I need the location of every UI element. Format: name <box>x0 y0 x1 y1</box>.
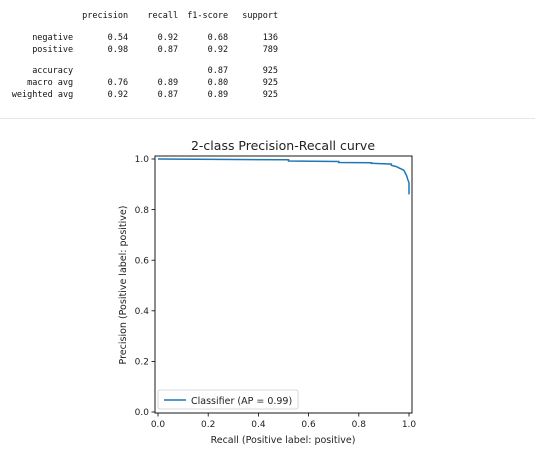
y-tick-label: 1.0 <box>135 155 150 165</box>
report-row-label-macro-avg: macro avg <box>27 78 74 88</box>
report-cell-accuracy-support: 925 <box>262 66 279 76</box>
x-tick-label: 1.0 <box>402 420 417 430</box>
x-tick-label: 0.6 <box>301 420 316 430</box>
report-cell-positive-precision: 0.98 <box>107 45 129 55</box>
x-tick-label: 0.2 <box>201 420 215 430</box>
report-cell-negative-precision: 0.54 <box>107 33 129 43</box>
report-row-label-negative: negative <box>32 33 74 43</box>
report-cell-weighted-avg-recall: 0.87 <box>157 90 179 100</box>
y-axis-label: Precision (Positive label: positive) <box>118 206 129 365</box>
report-cell-weighted-avg-support: 925 <box>262 90 279 100</box>
report-cell-accuracy-f1: 0.87 <box>207 66 229 76</box>
report-row-label-accuracy: accuracy <box>32 66 74 76</box>
report-cell-negative-support: 136 <box>262 33 279 43</box>
series-line-classifier <box>157 158 410 195</box>
x-tick-label: 0.0 <box>151 420 166 430</box>
report-header-f1-score: f1-score <box>187 11 229 21</box>
y-tick-label: 0.4 <box>135 307 150 317</box>
report-header-precision: precision <box>82 11 129 21</box>
y-tick-label: 0.0 <box>135 408 150 418</box>
report-row-label-weighted-avg: weighted avg <box>11 90 74 100</box>
y-tick-label: 0.6 <box>135 256 150 266</box>
x-tick-label: 0.8 <box>352 420 367 430</box>
report-cell-weighted-avg-f1: 0.89 <box>207 90 229 100</box>
report-cell-macro-avg-support: 925 <box>262 78 279 88</box>
report-cell-weighted-avg-precision: 0.92 <box>107 90 129 100</box>
report-cell-macro-avg-recall: 0.89 <box>157 78 179 88</box>
legend: Classifier (AP = 0.99) <box>157 389 299 410</box>
report-cell-negative-recall: 0.92 <box>157 33 179 43</box>
axis-ticks: 0.0 0.2 0.4 0.6 0.8 1.0 0.0 0.2 0.4 0.6 0.8 1.0 <box>135 155 417 430</box>
report-cell-positive-f1: 0.92 <box>207 45 229 55</box>
x-tick-label: 0.4 <box>251 420 266 430</box>
report-row-label-positive: positive <box>32 45 74 55</box>
plot-frame <box>154 155 413 414</box>
output-divider <box>0 118 535 119</box>
chart-title: 2-class Precision-Recall curve <box>191 138 375 153</box>
report-cell-macro-avg-f1: 0.80 <box>207 78 229 88</box>
report-cell-negative-f1: 0.68 <box>207 33 229 43</box>
x-axis-label: Recall (Positive label: positive) <box>211 435 356 446</box>
report-header-support: support <box>242 11 279 21</box>
report-cell-positive-support: 789 <box>262 45 279 55</box>
report-header-recall: recall <box>147 11 179 21</box>
legend-entry-classifier: Classifier (AP = 0.99) <box>191 396 292 407</box>
legend-box <box>157 389 299 410</box>
report-cell-positive-recall: 0.87 <box>157 45 179 55</box>
y-tick-label: 0.8 <box>135 206 150 216</box>
y-tick-label: 0.2 <box>135 358 149 368</box>
report-cell-macro-avg-precision: 0.76 <box>107 78 129 88</box>
